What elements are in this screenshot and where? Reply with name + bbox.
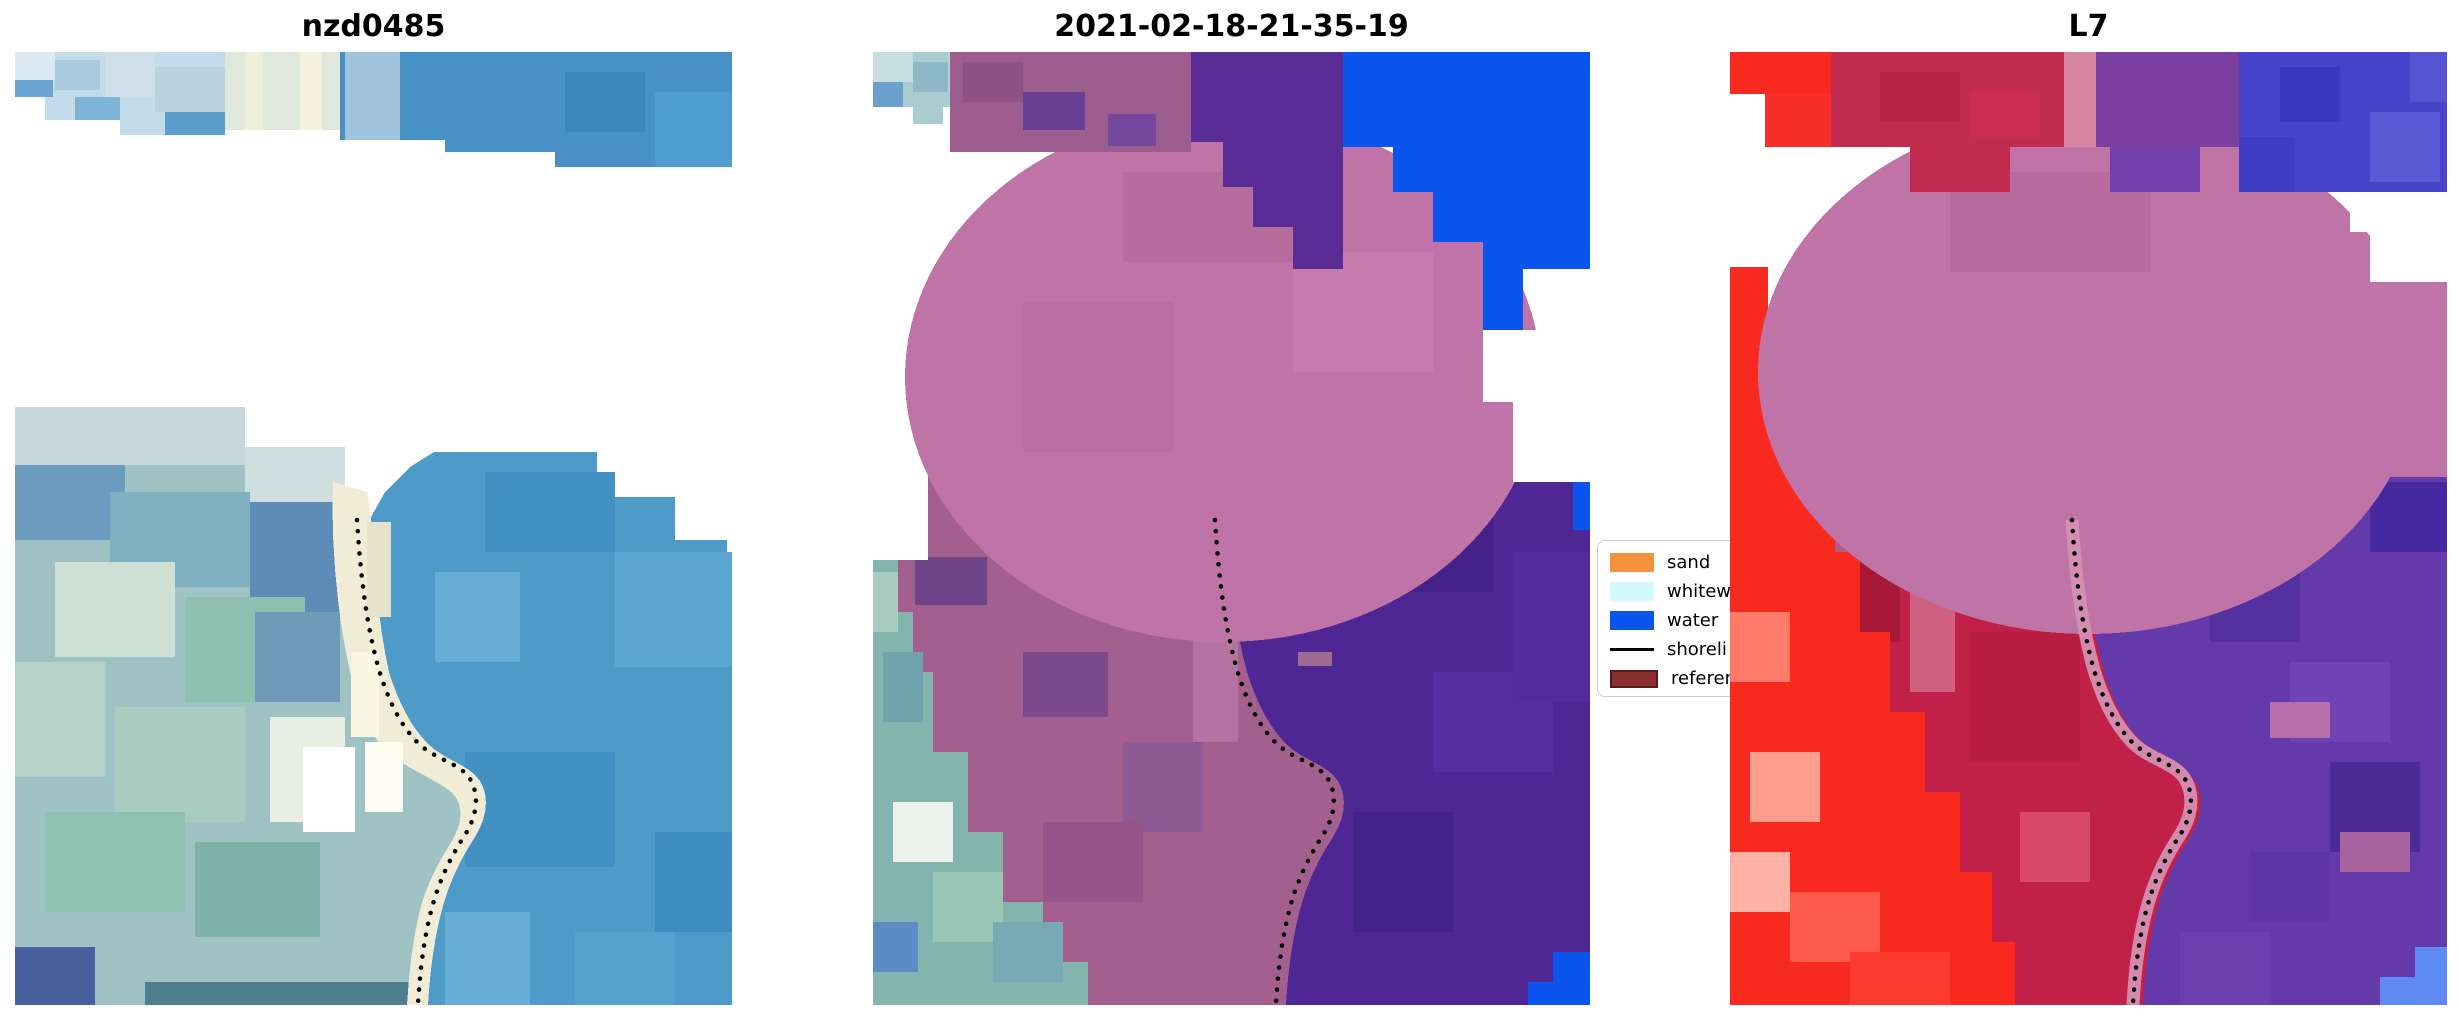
legend-label: sand bbox=[1667, 552, 1711, 573]
legend-item-water: water bbox=[1610, 606, 1798, 635]
whitewater-swatch bbox=[1610, 582, 1654, 601]
panel2-title: 2021-02-18-21-35-19 bbox=[1054, 9, 1409, 44]
water-swatch bbox=[1610, 611, 1654, 630]
reference-buffer-disk bbox=[905, 112, 1541, 642]
sand-swatch bbox=[1610, 553, 1654, 572]
panel-l7-image bbox=[1730, 52, 2447, 1005]
water-corner-patch bbox=[2380, 947, 2447, 1005]
reference-buffer-disk bbox=[1758, 110, 2447, 634]
legend-label: whitew bbox=[1667, 581, 1731, 602]
legend-label: shoreli bbox=[1667, 639, 1727, 660]
legend-item-sand: sand bbox=[1610, 548, 1798, 577]
panel1-title: nzd0485 bbox=[301, 9, 446, 44]
top-image-strip bbox=[1730, 52, 2447, 192]
legend-label: referen bbox=[1671, 668, 1736, 689]
top-image-strip bbox=[15, 52, 732, 167]
water-corner-patch bbox=[1528, 952, 1590, 1005]
nodata-right-wedge bbox=[1483, 330, 1590, 482]
land-region bbox=[15, 407, 461, 1005]
l7-plot bbox=[1730, 52, 2447, 1005]
mauve-dash bbox=[1298, 652, 1332, 666]
legend-label: water bbox=[1667, 610, 1719, 631]
reference-swatch bbox=[1610, 669, 1658, 688]
legend-item-whitewater: whitew bbox=[1610, 577, 1798, 606]
classified-plot bbox=[873, 52, 1590, 1005]
beach-band bbox=[332, 482, 486, 1005]
panel-classified-image bbox=[873, 52, 1590, 1005]
nodata-left-wedge bbox=[1730, 94, 1768, 267]
nodata-right-wedge bbox=[2350, 192, 2447, 282]
water-edge-patch bbox=[1573, 482, 1590, 530]
shoreline-dotted-line bbox=[1212, 517, 1337, 1005]
top-image-strip bbox=[873, 52, 1590, 330]
panel3-title: L7 bbox=[2068, 9, 2109, 44]
shoreline-dotted-line bbox=[354, 517, 479, 1005]
legend-item-reference: referen bbox=[1610, 664, 1798, 693]
shoreline-dotted-line bbox=[2069, 517, 2194, 1005]
unclassified-land-strip bbox=[873, 560, 1088, 1005]
water-region bbox=[371, 452, 732, 1005]
panel-rgb-image bbox=[15, 52, 732, 1005]
rgb-image-plot bbox=[15, 52, 732, 1005]
shoreline-line-swatch bbox=[1610, 648, 1654, 651]
legend-item-shoreline: shoreli bbox=[1610, 635, 1798, 664]
